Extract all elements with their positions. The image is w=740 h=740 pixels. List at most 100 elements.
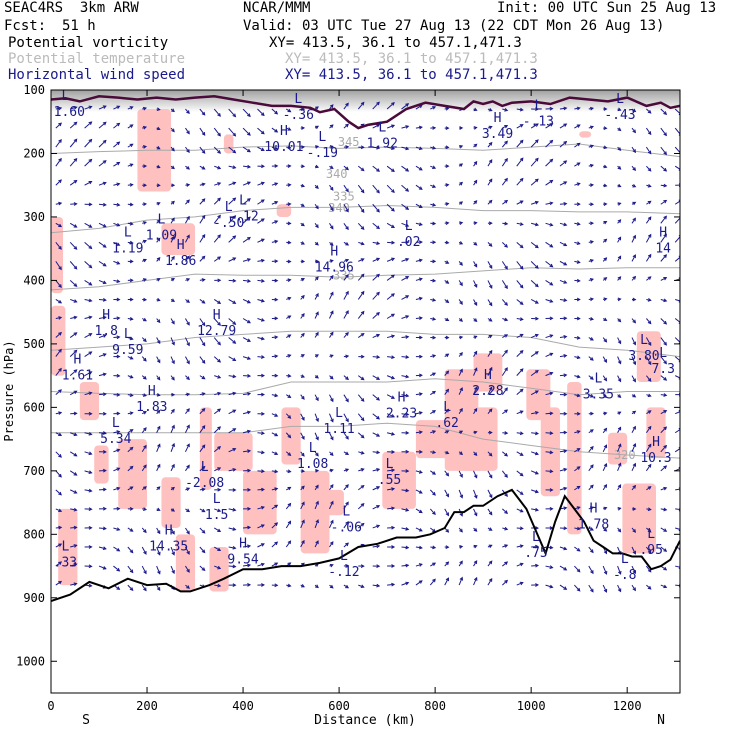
wind-vector-head bbox=[563, 280, 568, 284]
wind-vector-head bbox=[142, 106, 148, 111]
wind-vector-head bbox=[603, 550, 608, 555]
extremum-value: 14 bbox=[655, 241, 671, 256]
wind-vector bbox=[415, 165, 423, 171]
wind-vector-head bbox=[488, 452, 493, 457]
wind-vector bbox=[243, 526, 251, 529]
wind-vector-head bbox=[330, 436, 334, 441]
wind-vector-head bbox=[632, 462, 637, 467]
wind-vector-head bbox=[445, 561, 450, 566]
wind-vector-head bbox=[260, 355, 265, 359]
wind-vector-head bbox=[329, 452, 334, 457]
wind-vector-head bbox=[186, 508, 191, 513]
wind-vector-head bbox=[186, 299, 191, 303]
wind-vector-head bbox=[617, 360, 622, 365]
wind-vector-head bbox=[549, 106, 554, 111]
wind-vector-head bbox=[563, 335, 568, 339]
wind-vector bbox=[516, 470, 524, 477]
field-label-wind: Horizontal wind speed bbox=[8, 67, 186, 83]
wind-vector-head bbox=[445, 106, 450, 111]
wind-vector bbox=[228, 428, 236, 434]
wind-vector-head bbox=[330, 291, 334, 296]
wind-vector-head bbox=[445, 317, 450, 322]
wind-vector-head bbox=[360, 434, 365, 439]
wind-vector bbox=[386, 146, 395, 150]
wind-vector bbox=[645, 464, 652, 472]
wind-vector-head bbox=[376, 333, 381, 338]
wind-vector bbox=[674, 200, 680, 205]
wind-vector-head bbox=[171, 424, 175, 429]
wind-vector-head bbox=[504, 349, 508, 354]
wind-vector-head bbox=[534, 123, 539, 127]
wind-vector-head bbox=[88, 451, 93, 456]
extremum-letter: L bbox=[640, 333, 648, 348]
wind-vector bbox=[372, 584, 380, 587]
wind-vector bbox=[55, 561, 62, 567]
wind-vector-head bbox=[459, 545, 464, 549]
wind-vector bbox=[329, 394, 334, 402]
wind-vector bbox=[415, 104, 423, 110]
extremum-letter: L bbox=[225, 200, 233, 215]
wind-vector-head bbox=[232, 197, 237, 202]
extremum-marker: H3.49 bbox=[482, 111, 513, 142]
wind-vector-head bbox=[473, 242, 478, 246]
wind-vector-head bbox=[329, 186, 334, 191]
wind-vector-head bbox=[58, 179, 62, 184]
wind-vector-head bbox=[360, 502, 365, 507]
extremum-marker: L.62 bbox=[435, 400, 458, 431]
wind-vector bbox=[242, 216, 251, 224]
wind-vector-head bbox=[345, 484, 349, 488]
wind-vector-head bbox=[432, 106, 437, 110]
wind-vector bbox=[516, 124, 524, 129]
terrain-surface bbox=[51, 488, 680, 602]
wind-vector bbox=[243, 165, 251, 168]
wind-vector-head bbox=[488, 284, 493, 289]
extremum-letter: L bbox=[342, 505, 350, 520]
wind-vector-head bbox=[504, 544, 509, 548]
wind-vector bbox=[674, 318, 680, 323]
extremum-marker: L1.08 bbox=[297, 441, 328, 472]
wind-vector bbox=[185, 318, 190, 326]
wind-vector-head bbox=[360, 564, 365, 568]
wind-vector bbox=[401, 184, 409, 192]
wind-vector-head bbox=[549, 450, 554, 455]
wind-vector bbox=[98, 105, 107, 110]
extremum-marker: L-1.60 bbox=[51, 90, 85, 120]
wind-vector-head bbox=[171, 235, 175, 240]
wind-vector-head bbox=[418, 373, 423, 378]
wind-vector-head bbox=[663, 444, 668, 449]
wind-vector bbox=[69, 241, 78, 250]
wind-vector-head bbox=[632, 129, 637, 134]
wind-vector bbox=[386, 165, 395, 172]
extremum-marker: H1.78 bbox=[578, 501, 609, 532]
wind-vector bbox=[113, 546, 120, 552]
wind-vector-head bbox=[116, 586, 121, 590]
wind-vectors bbox=[55, 101, 680, 593]
wind-vector-head bbox=[663, 298, 668, 303]
wind-vector-head bbox=[504, 561, 509, 566]
wind-vector bbox=[170, 443, 175, 452]
wind-vector bbox=[271, 541, 278, 548]
extremum-letter: L bbox=[621, 552, 629, 567]
wind-vector-head bbox=[563, 354, 568, 358]
wind-vector-head bbox=[232, 113, 237, 118]
wind-vector-head bbox=[473, 544, 478, 549]
wind-vector bbox=[199, 337, 206, 346]
wind-vector-head bbox=[116, 223, 121, 227]
wind-vector bbox=[487, 508, 493, 515]
wind-vector-head bbox=[549, 139, 554, 144]
theta-label: 340 bbox=[326, 167, 348, 181]
wind-vector bbox=[516, 178, 524, 186]
wind-vector-head bbox=[391, 334, 396, 339]
wind-vector-head bbox=[617, 236, 622, 241]
wind-vector-head bbox=[260, 279, 265, 283]
wind-vector-head bbox=[459, 282, 463, 287]
wind-vector-head bbox=[473, 200, 478, 204]
wind-vector-head bbox=[274, 393, 279, 398]
wind-vector-head bbox=[156, 278, 161, 282]
wind-vector bbox=[170, 425, 175, 433]
wind-vector-head bbox=[88, 121, 93, 126]
wind-vector bbox=[429, 508, 436, 515]
wind-vector bbox=[228, 318, 236, 325]
wind-vector-head bbox=[58, 284, 62, 288]
wind-vector-head bbox=[603, 257, 608, 261]
